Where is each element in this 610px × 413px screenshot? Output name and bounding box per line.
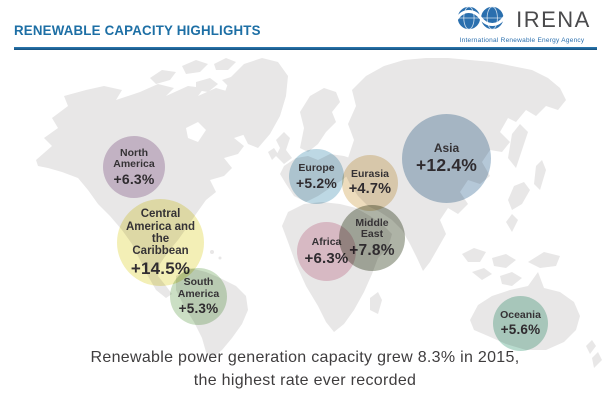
region-growth-value: +5.2% [295, 175, 338, 192]
region-growth-value: +5.6% [500, 322, 541, 338]
page-title: RENEWABLE CAPACITY HIGHLIGHTS [14, 22, 261, 38]
region-name: South America [177, 276, 220, 300]
region-growth-value: +12.4% [415, 155, 478, 176]
region-bubble-oceania: Oceania +5.6% [493, 296, 548, 351]
region-bubble-eurasia: Eurasia +4.7% [342, 155, 398, 211]
logo-wordmark: IRENA [516, 7, 591, 32]
region-growth-value: +14.5% [130, 258, 191, 278]
region-name: Middle East [355, 216, 389, 241]
caption-line-1: Renewable power generation capacity grew… [90, 349, 520, 366]
irena-globes-icon [453, 4, 511, 37]
region-name: Asia [433, 141, 460, 156]
region-bubble-asia: Asia +12.4% [402, 114, 491, 203]
region-bubble-south-america: South America +5.3% [170, 268, 227, 325]
region-name: Europe [298, 161, 335, 174]
region-bubble-north-america: North America +6.3% [103, 136, 165, 198]
header-divider [14, 47, 597, 50]
region-growth-value: +7.8% [349, 241, 395, 259]
region-bubble-europe: Europe +5.2% [289, 149, 344, 204]
region-name: Eurasia [351, 168, 389, 181]
region-bubble-middle-east: Middle East +7.8% [339, 205, 405, 271]
region-growth-value: +6.3% [304, 249, 349, 267]
caption-line-2: the highest rate ever recorded [193, 372, 417, 389]
region-name: North America [113, 146, 155, 170]
region-growth-value: +6.3% [113, 171, 155, 188]
region-growth-value: +5.3% [178, 301, 219, 317]
logo-tagline: International Renewable Energy Agency [459, 37, 585, 44]
region-name: Oceania [500, 309, 541, 322]
region-name: Africa [311, 236, 342, 249]
irena-logo: IRENA International Renewable Energy Age… [444, 5, 600, 44]
caption: Renewable power generation capacity grew… [0, 346, 610, 392]
region-growth-value: +4.7% [348, 181, 392, 198]
region-name: Central America and the Caribbean [125, 208, 196, 258]
